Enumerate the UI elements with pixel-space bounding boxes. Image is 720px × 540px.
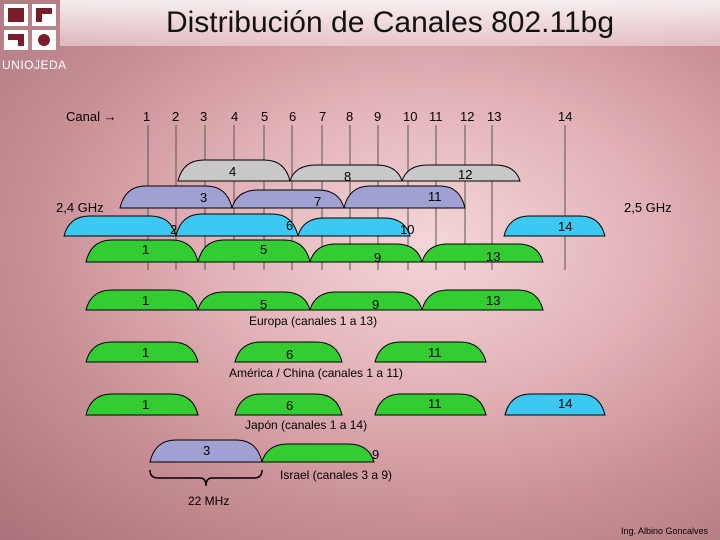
channel-header-label: Canal → [66, 109, 117, 124]
row-channels-2-6-10-14 [63, 213, 606, 237]
japan-caption: Japón (canales 1 a 14) [245, 418, 368, 432]
israel-caption: Israel (canales 3 a 9) [280, 468, 393, 482]
region-channel-label: 11 [428, 345, 442, 360]
region-channel-label: 11 [428, 396, 442, 411]
university-logo [4, 4, 56, 50]
region-channel-label: 1 [142, 345, 150, 360]
america-row [85, 341, 487, 363]
band-label: 2 [170, 222, 178, 237]
band-label: 12 [458, 167, 473, 182]
bandwidth-label: 22 MHz [188, 494, 230, 508]
region-channel-label: 14 [558, 396, 573, 411]
channel-header-8: 8 [346, 109, 354, 124]
channel-header-3: 3 [200, 109, 208, 124]
japan-row [85, 393, 606, 416]
band-label: 1 [142, 242, 150, 257]
band-label: 11 [428, 189, 442, 204]
channel-header-7: 7 [319, 109, 327, 124]
israel-row [149, 439, 375, 463]
author-credit: Ing. Albino Goncalves [620, 526, 708, 536]
channel-header-9: 9 [374, 109, 382, 124]
region-channel-label: 6 [286, 347, 294, 362]
band-label: 4 [229, 164, 237, 179]
band-label: 13 [486, 249, 501, 264]
channel-header-4: 4 [231, 109, 239, 124]
region-channel-label: 3 [203, 443, 211, 458]
band-label: 3 [200, 190, 208, 205]
channel-header-11: 11 [429, 109, 443, 124]
band-label: 7 [314, 194, 322, 209]
row-channels-1-5-9-13 [85, 239, 544, 263]
channel-header-13: 13 [487, 109, 502, 124]
region-channel-label: 5 [260, 297, 268, 312]
channel-header-10: 10 [403, 109, 418, 124]
region-channel-label: 1 [142, 397, 150, 412]
europe-caption: Europa (canales 1 a 13) [249, 314, 378, 328]
channel-header-2: 2 [172, 109, 180, 124]
region-channel-label: 9 [372, 447, 380, 462]
bandwidth-bracket [149, 469, 263, 487]
region-channel-label: 13 [486, 293, 501, 308]
row-channels-4-8-12 [177, 159, 521, 182]
america-caption: América / China (canales 1 a 11) [229, 366, 403, 380]
band-label: 14 [558, 219, 573, 234]
band-label: 9 [374, 250, 382, 265]
channel-header-6: 6 [289, 109, 297, 124]
row-channels-3-7-11 [119, 185, 466, 209]
freq-high-label: 2,5 GHz [624, 200, 672, 215]
channel-header-1: 1 [143, 109, 151, 124]
freq-low-label: 2,4 GHz [56, 200, 104, 215]
channel-header-14: 14 [558, 109, 573, 124]
band-label: 8 [344, 169, 352, 184]
arrow-icon: → [103, 109, 117, 124]
logo-text: UNIOJEDA [2, 58, 67, 72]
channel-header-5: 5 [261, 109, 269, 124]
region-channel-label: 1 [142, 293, 150, 308]
region-channel-label: 9 [372, 297, 380, 312]
europe-row [85, 289, 544, 311]
band-label: 6 [286, 218, 294, 233]
region-channel-label: 6 [286, 398, 294, 413]
slide-title: Distribución de Canales 802.11bg [60, 0, 720, 46]
channel-header-12: 12 [460, 109, 475, 124]
band-label: 5 [260, 242, 268, 257]
band-label: 10 [400, 222, 415, 237]
